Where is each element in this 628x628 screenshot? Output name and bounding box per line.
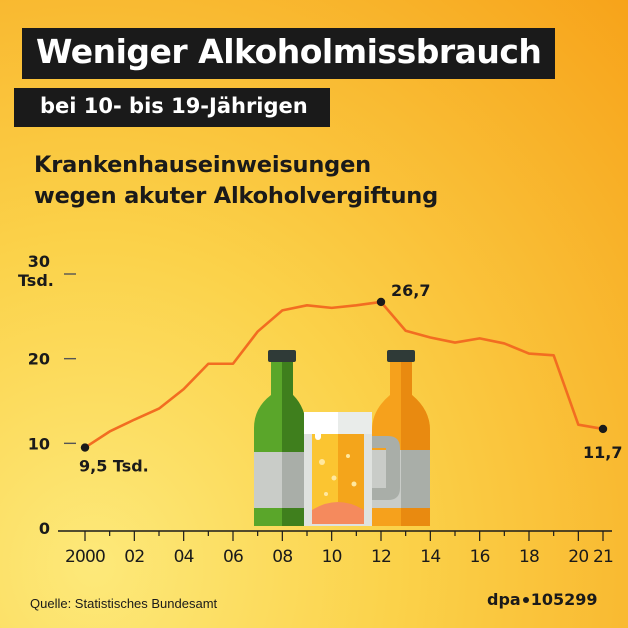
x-tick-label: 14	[420, 547, 440, 567]
source-note: Quelle: Statistisches Bundesamt	[30, 596, 218, 611]
x-tick-label: 16	[470, 547, 490, 567]
x-tick-label: 12	[371, 547, 391, 567]
subtitle: bei 10- bis 19-Jährigen	[14, 88, 330, 128]
x-tick-label: 18	[519, 547, 539, 567]
data-point-marker	[598, 424, 608, 434]
y-tick-label: 0	[39, 519, 50, 538]
dpa-credit: dpa 105299	[487, 590, 598, 609]
x-tick-label: 21	[593, 547, 613, 567]
x-tick-label: 20	[568, 547, 588, 567]
data-point-marker	[80, 443, 90, 452]
chart-heading-line-2: wegen akuter Alkoholvergiftung	[34, 182, 439, 209]
x-tick-label: 04	[174, 547, 194, 567]
orange-bottle-icon	[372, 350, 430, 526]
data-label: 11,7	[583, 443, 622, 462]
chart-heading: Krankenhauseinweisungen wegen akuter Alk…	[34, 150, 438, 211]
chart-heading-line-1: Krankenhauseinweisungen	[34, 152, 371, 178]
x-tick-label: 08	[272, 547, 292, 567]
credit-brand: dpa	[487, 590, 521, 609]
beer-mug-icon	[304, 412, 400, 526]
y-tick-label: 20	[28, 350, 50, 369]
data-point-marker	[376, 297, 386, 307]
y-tick-label: 30	[28, 252, 50, 271]
data-label: 9,5 Tsd.	[79, 457, 149, 476]
credit-number: 105299	[530, 590, 598, 609]
x-tick-label: 10	[322, 547, 342, 567]
green-bottle-icon	[254, 350, 306, 526]
y-tick-label: 10	[28, 434, 50, 453]
series-line	[83, 300, 605, 449]
x-tick-label: 2000	[65, 547, 105, 567]
annotations: 9,5 Tsd. 26,7 11,7	[79, 281, 622, 476]
x-tick-label: 02	[124, 547, 144, 567]
credit-dot-icon	[522, 596, 529, 603]
y-unit-label: Tsd.	[18, 271, 54, 290]
main-title: Weniger Alkoholmissbrauch	[22, 28, 556, 80]
x-axis: 2000 02 04 06 08 10 12 14 16 18 20 21	[58, 530, 614, 567]
x-tick-label: 06	[223, 547, 243, 567]
data-label: 26,7	[391, 281, 430, 300]
